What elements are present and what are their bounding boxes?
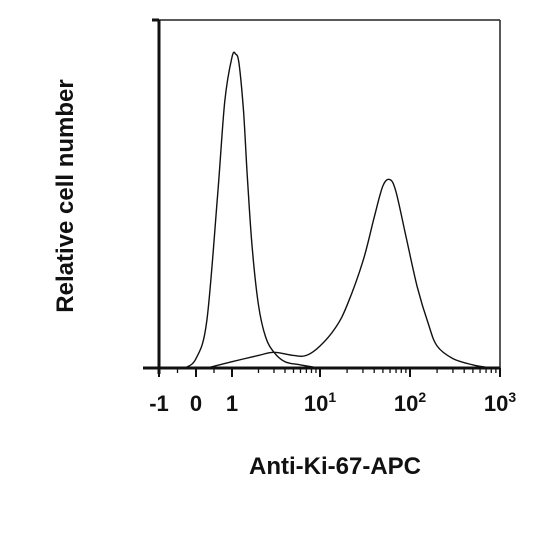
- histogram-curves: [184, 51, 492, 369]
- x-tick-label: 101: [304, 389, 336, 416]
- x-tick-label: 102: [394, 389, 426, 416]
- x-tick-label: 103: [484, 389, 516, 416]
- y-axis-label: Relative cell number: [52, 79, 79, 312]
- plot-frame: [143, 18, 501, 374]
- x-tick-label: 1: [226, 391, 238, 416]
- series-line-positive: [206, 178, 492, 369]
- x-axis-label: Anti-Ki-67-APC: [249, 453, 421, 480]
- x-tick-label: 0: [190, 391, 202, 416]
- series-line-negative: [184, 51, 321, 369]
- x-tick-label: -1: [149, 391, 169, 416]
- x-axis-ticks: -1 0 1 101 102 103: [149, 368, 516, 416]
